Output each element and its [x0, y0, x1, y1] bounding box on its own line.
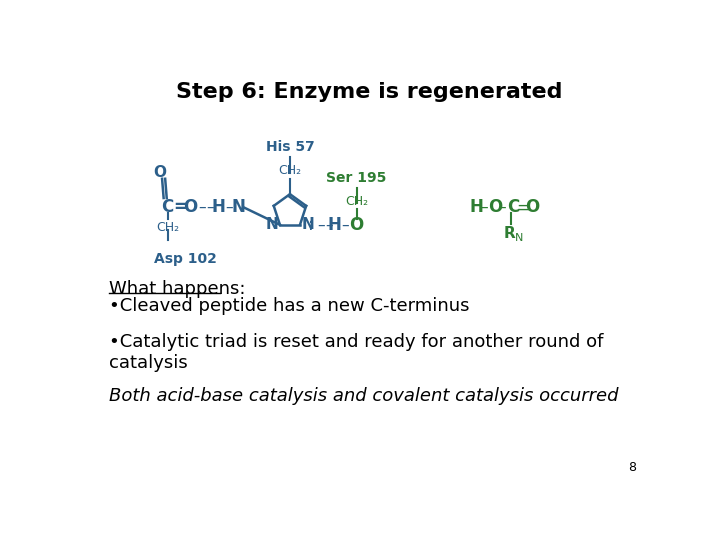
Text: O: O [525, 198, 539, 216]
Text: –: – [225, 200, 233, 215]
Text: O: O [184, 198, 198, 216]
Text: –: – [498, 200, 506, 215]
Text: O: O [488, 198, 503, 216]
Text: –: – [480, 200, 487, 215]
Text: Step 6: Enzyme is regenerated: Step 6: Enzyme is regenerated [176, 82, 562, 102]
Text: C: C [507, 198, 519, 216]
Text: CH₂: CH₂ [345, 195, 368, 208]
Text: –: – [341, 217, 348, 232]
Text: –: – [207, 200, 214, 215]
Text: His 57: His 57 [266, 140, 315, 154]
Text: 8: 8 [629, 462, 636, 475]
Text: N: N [515, 233, 523, 244]
Text: –: – [317, 217, 325, 232]
Text: Both acid-base catalysis and covalent catalysis occurred: Both acid-base catalysis and covalent ca… [109, 387, 619, 404]
Text: N: N [231, 198, 245, 216]
Text: N: N [266, 217, 279, 232]
Text: =: = [516, 198, 530, 216]
Text: :: : [307, 216, 313, 234]
Text: H: H [328, 216, 342, 234]
Text: Ser 195: Ser 195 [326, 171, 387, 185]
Text: O: O [349, 216, 364, 234]
Text: Asp 102: Asp 102 [153, 252, 217, 266]
Text: –: – [325, 217, 333, 232]
Text: What happens:: What happens: [109, 280, 246, 299]
Text: CH₂: CH₂ [279, 164, 302, 177]
Text: –: – [198, 200, 205, 215]
Text: =: = [173, 198, 186, 216]
Text: O: O [153, 165, 166, 180]
Text: •Cleaved peptide has a new C-terminus: •Cleaved peptide has a new C-terminus [109, 298, 470, 315]
Text: R: R [503, 226, 515, 241]
Text: CH₂: CH₂ [156, 221, 179, 234]
Text: •Catalytic triad is reset and ready for another round of
catalysis: •Catalytic triad is reset and ready for … [109, 333, 604, 372]
Text: H: H [212, 198, 225, 216]
Text: N: N [302, 217, 314, 232]
Text: C: C [161, 198, 174, 216]
Text: H: H [469, 198, 484, 216]
